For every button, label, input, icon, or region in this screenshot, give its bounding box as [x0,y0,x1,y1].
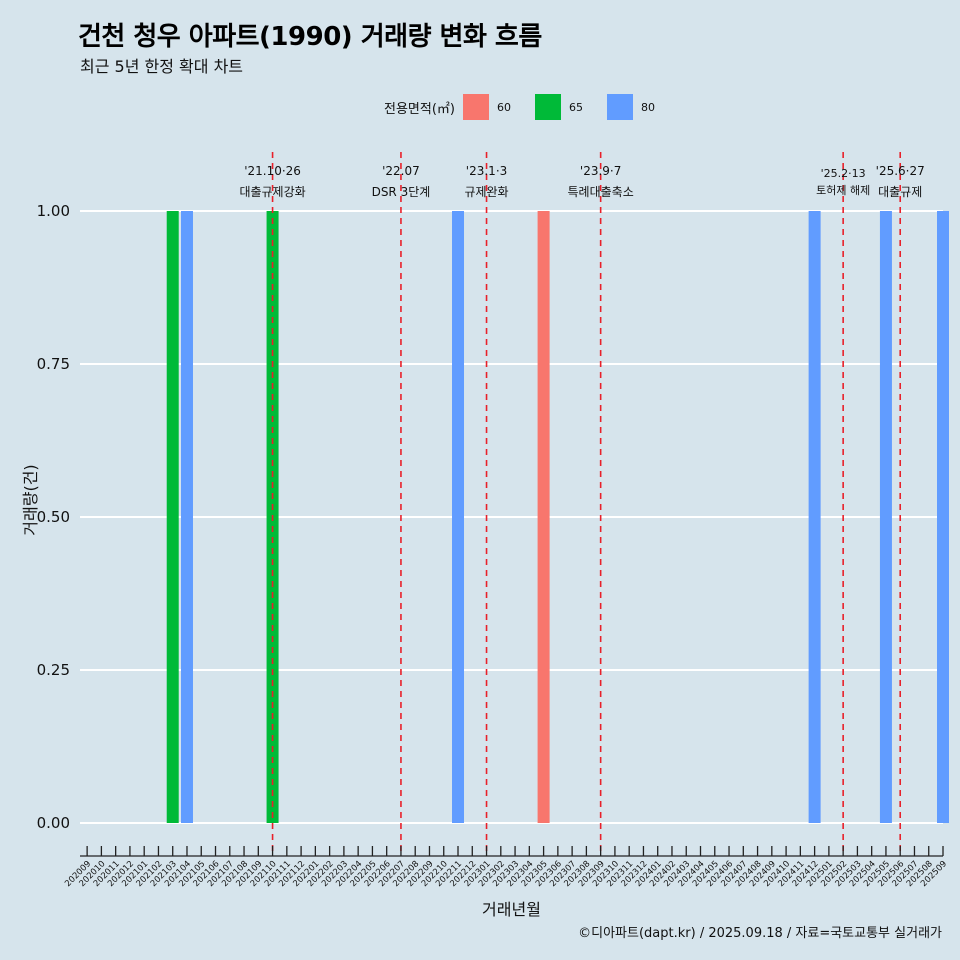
event-date-label: '25.2·13 [821,167,866,180]
y-tick-label: 0.50 [37,508,70,526]
chart-subtitle: 최근 5년 한정 확대 차트 [80,57,244,76]
event-desc-label: 특례대출축소 [568,185,634,199]
bar-80-202211 [452,211,465,823]
legend-label-60: 60 [496,100,511,114]
event-date-label: '22.07 [382,164,420,178]
bar-80-202509 [937,211,949,823]
legend-item-65: 65 [534,94,603,120]
legend-item-60: 60 [462,94,531,120]
legend-label-80: 80 [640,100,655,114]
legend-label-65: 65 [568,100,583,114]
bar-60-202305 [537,211,550,823]
event-date-label: '21.10·26 [244,164,301,178]
legend: 전용면적(㎡) 60 65 80 [384,92,679,122]
bar-80-202505 [879,211,892,823]
y-tick-label: 1.00 [37,202,70,220]
event-date-label: '23.1·3 [466,164,507,178]
legend-key-80 [606,94,633,120]
y-tick-label: 0.75 [37,355,70,373]
x-axis-title: 거래년월 [482,900,541,919]
bar-80-202104 [180,211,193,823]
bar-65-202103 [166,211,179,823]
event-desc-label: DSR 3단계 [372,185,431,199]
bar-80-202412 [808,211,821,823]
event-desc-label: 토허제 해제 [816,183,870,197]
legend-key-65 [534,94,561,120]
event-date-label: '25.6·27 [876,164,925,178]
event-date-label: '23.9·7 [580,164,621,178]
legend-key-60 [462,94,489,120]
y-tick-label: 0.25 [37,661,70,679]
y-tick-label: 0.00 [37,814,70,832]
event-desc-label: 대출규제 [878,185,922,199]
legend-title: 전용면적(㎡) [384,101,455,117]
source-caption: ©디아파트(dapt.kr) / 2025.09.18 / 자료=국토교통부 실… [578,926,942,941]
chart-title: 건천 청우 아파트(1990) 거래량 변화 흐름 [78,22,542,52]
event-desc-label: 대출규제강화 [239,185,305,199]
legend-item-80: 80 [606,94,675,120]
y-axis-title: 거래량(건) [21,464,40,535]
event-desc-label: 규제완화 [464,185,508,199]
